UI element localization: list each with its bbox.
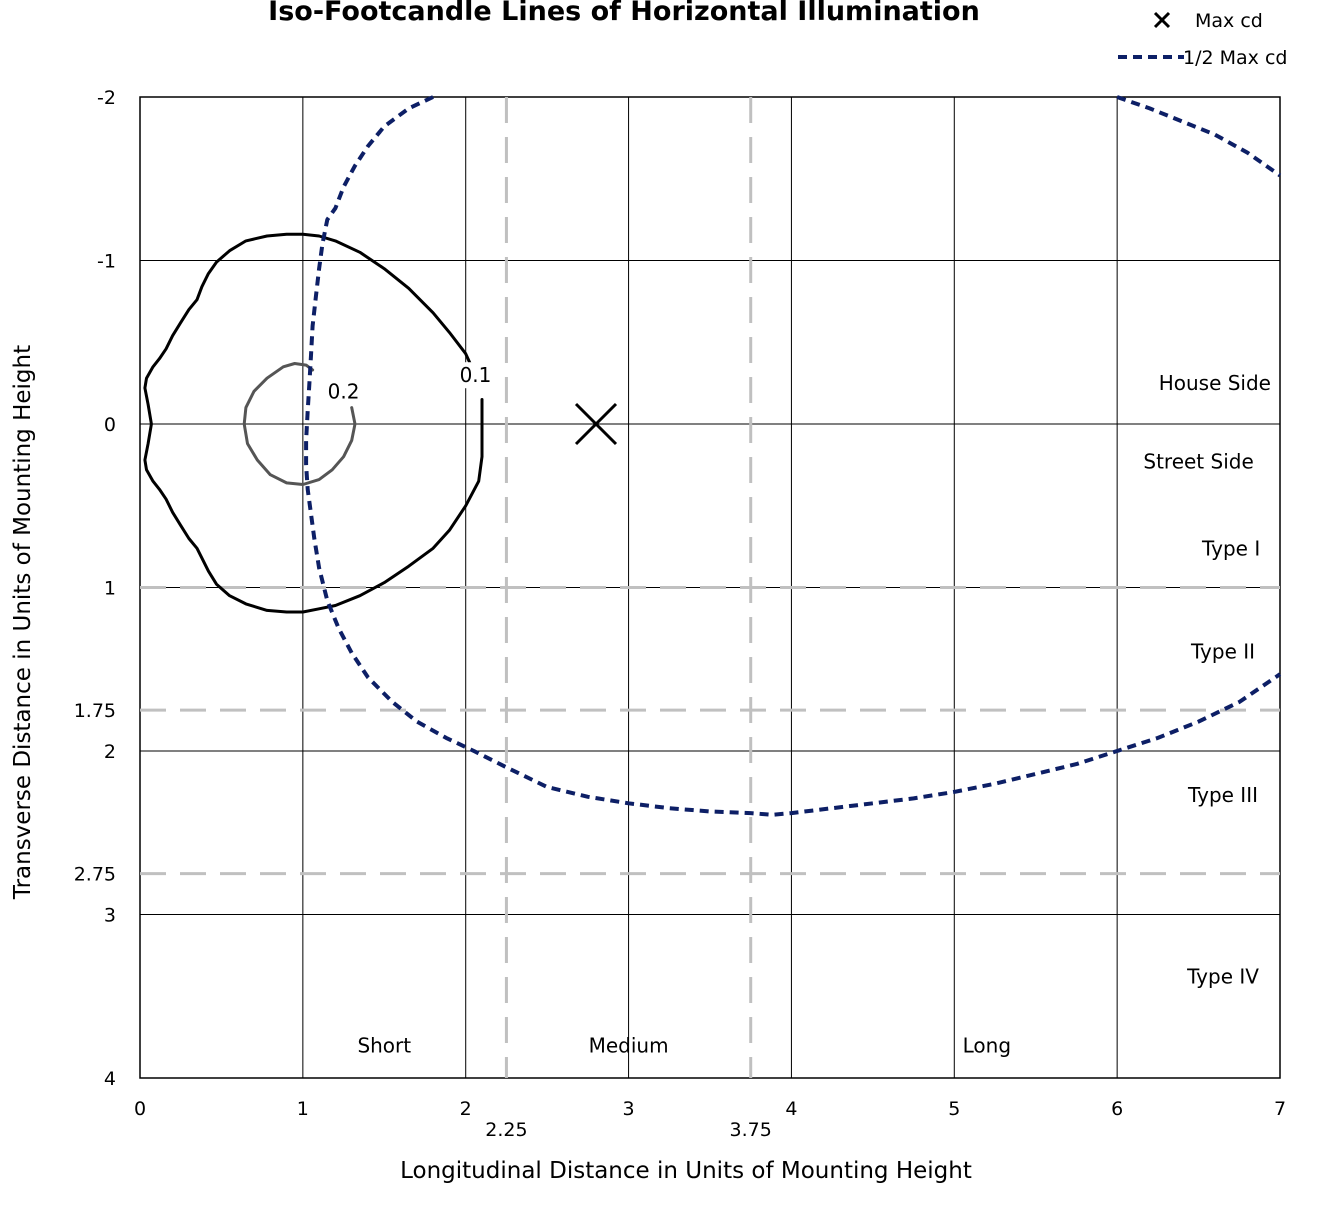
contour-label-bg <box>326 378 361 405</box>
reference-lines <box>140 97 1280 1078</box>
y-tick-label: 1 <box>104 578 116 600</box>
legend-label-half-max-cd: 1/2 Max cd <box>1183 47 1287 69</box>
x-tick-label: 3 <box>623 1098 635 1120</box>
x-tick-label: 1 <box>297 1098 309 1120</box>
y-tick-label: 4 <box>104 1068 116 1090</box>
x-tick-label-extra: 2.25 <box>485 1119 527 1141</box>
x-tick-label: 5 <box>948 1098 960 1120</box>
legend: Max cd 1/2 Max cd <box>1118 10 1287 69</box>
y-tick-label: -1 <box>97 251 116 273</box>
y-tick-label: -2 <box>97 87 116 109</box>
y-tick-label: 0 <box>104 414 116 436</box>
max-cd-marker <box>574 402 618 446</box>
x-tick-label: 4 <box>785 1098 797 1120</box>
legend-label-max-cd: Max cd <box>1195 10 1263 32</box>
x-tick-label: 6 <box>1111 1098 1123 1120</box>
y-tick-label: 2 <box>104 741 116 763</box>
contour-label-bg <box>458 362 493 389</box>
y-axis-title: Transverse Distance in Units of Mounting… <box>10 345 36 900</box>
contour-series <box>143 95 1282 817</box>
y-tick-label: 2.75 <box>74 864 116 886</box>
max-cd-marker-stroke <box>574 402 618 446</box>
y-tick-label: 1.75 <box>74 700 116 722</box>
chart-title: Iso-Footcandle Lines of Horizontal Illum… <box>268 0 980 27</box>
y-tick-label: 3 <box>104 905 116 927</box>
contour-line-0-1 <box>143 232 484 614</box>
region-label-medium: Medium <box>589 1033 669 1057</box>
x-axis-title: Longitudinal Distance in Units of Mounti… <box>400 1158 972 1184</box>
x-tick-label: 2 <box>460 1098 472 1120</box>
contour-label-0-1: 0.1 <box>460 363 492 387</box>
region-label-type-i: Type I <box>1201 536 1260 560</box>
x-tick-label-extra: 3.75 <box>730 1119 772 1141</box>
x-tick-label: 0 <box>134 1098 146 1120</box>
region-label-type-iii: Type III <box>1187 783 1258 807</box>
region-label-long: Long <box>963 1033 1011 1057</box>
region-label-short: Short <box>357 1033 411 1057</box>
contour-label-0-2: 0.2 <box>328 380 360 404</box>
annotation-labels: 0.1 0.2 House Side Street Side Type I Type II… <box>326 362 1271 1057</box>
region-label-house-side: House Side <box>1159 371 1271 395</box>
x-tick-label: 7 <box>1274 1098 1286 1120</box>
region-label-type-iv: Type IV <box>1186 965 1259 989</box>
region-label-street-side: Street Side <box>1143 450 1253 474</box>
tick-labels: 0 1 2 3 4 5 6 7 2.25 3.75 -2 -1 0 1 1.75 2 2.75 3 4 <box>74 87 1286 1141</box>
contour-line-0-2 <box>242 362 357 486</box>
series-half-max-cd-3 <box>1116 95 1282 178</box>
series-half-max-cd-2 <box>304 95 1282 817</box>
legend-max-cd-symbol <box>1153 11 1171 29</box>
region-label-type-ii: Type II <box>1190 639 1255 663</box>
